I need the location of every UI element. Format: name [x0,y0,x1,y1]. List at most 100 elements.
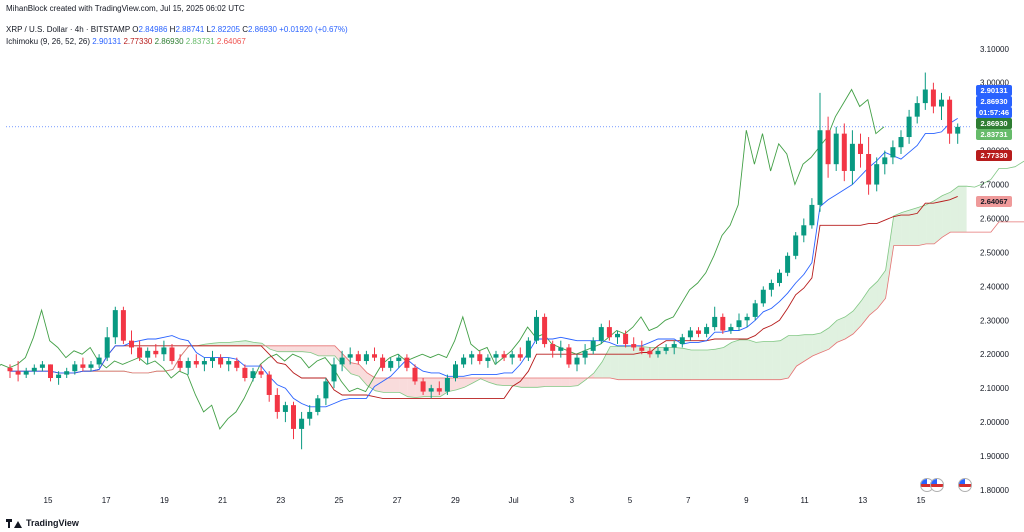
candle-body [396,357,402,362]
cloud-segment [423,378,433,397]
cloud-segment [221,342,230,346]
candle-body [728,327,734,331]
candle-body [453,364,458,378]
us-flag-icon[interactable] [930,478,944,492]
candle-body [307,411,313,419]
price-tick-label: 1.80000 [980,486,1009,495]
candle-body [590,340,596,351]
candle-body [606,327,612,338]
candle-body [833,133,839,165]
candle-body [210,357,215,362]
candle-body [23,371,29,375]
candle-body [234,361,240,368]
cloud-segment [594,361,603,378]
cloud-segment [553,378,562,387]
candle-body [469,354,475,358]
candle-body [39,364,45,368]
cloud-segment [715,347,724,380]
cloud-segment [780,335,789,380]
cloud-segment [391,378,400,393]
candle-body [542,316,548,345]
cloud-segment [934,195,943,244]
cloud-segment [918,204,927,246]
candle-body [137,347,143,358]
candle-body [493,354,499,358]
indicator-name: Ichimoku (9, 26, 52, 26) [6,37,91,46]
time-tick-label: 19 [160,496,169,505]
candle-body [31,367,37,372]
cloud-segment [237,340,246,346]
cloud-segment [828,320,838,350]
candle-body [436,388,442,392]
cloud-segment [351,362,360,377]
candle-body [955,126,961,134]
cloud-segment [691,350,700,380]
symbol-name: XRP / U.S. Dollar · 4h · BITSTAMP [6,25,131,34]
cloud-segment [399,378,408,397]
time-tick-label: 21 [218,496,227,505]
candle-body [598,327,604,341]
cloud-segment [375,378,384,393]
candle-body [291,405,296,429]
time-axis: 15 17 19 21 23 25 27 29 Jul 3 5 7 9 11 13 15 [44,496,926,505]
cloud-segment [877,270,886,309]
candle-body [534,316,539,341]
candle-body [193,361,199,365]
candle-body [282,405,288,412]
time-tick-label: 23 [276,496,285,505]
candle-body [793,235,799,256]
time-tick-label: 27 [393,496,402,505]
candle-body [88,364,94,368]
candle-body [930,89,936,107]
candle-body [679,337,685,345]
cloud-segment [561,378,570,387]
price-tick-label: 1.90000 [980,452,1009,461]
cloud-segment [642,346,651,380]
indicator-legend[interactable]: Ichimoku (9, 26, 52, 26) 2.90131 2.77330… [6,36,246,47]
cloud-segment [302,345,311,353]
cloud-segment [245,340,254,346]
price-tick-label: 2.70000 [980,181,1009,190]
price-tick-label: 2.10000 [980,384,1009,393]
cloud-segment [837,316,846,343]
candle-body [404,357,410,368]
candle-body [866,154,872,185]
candle-body [744,316,750,321]
price-label-lagging: 2.86930 [976,118,1012,129]
price-tick-label: 2.20000 [980,350,1009,359]
time-tick-label: 25 [335,496,344,505]
cloud-segment [488,378,497,385]
candles [7,72,961,450]
cloud-segment [926,200,935,244]
candle-body [388,361,394,368]
price-tick-label: 2.60000 [980,214,1009,223]
candle-body [299,418,305,429]
price-tick-label: 2.50000 [980,248,1009,257]
candle-body [461,357,467,365]
price-tick-label: 2.40000 [980,282,1009,291]
price-tick-label: 3.00000 [980,79,1009,88]
us-flag-icon[interactable] [958,478,972,492]
ichimoku-cloud [83,160,1024,398]
candle-body [501,354,507,358]
cloud-segment [270,345,279,352]
cloud-segment [707,349,716,380]
cloud-segment [342,354,352,374]
cloud-segment [407,378,416,398]
candle-body [64,371,70,375]
time-tick-label: Jul [508,496,518,505]
time-tick-label: 7 [686,496,691,505]
candle-body [841,133,847,171]
tradingview-branding[interactable]: TradingView [6,518,79,528]
candle-body [525,340,531,358]
candle-body [566,347,572,365]
time-tick-label: 13 [858,496,867,505]
indicator-value-conversion: 2.90131 [92,37,122,46]
cloud-segment [634,345,643,380]
candle-body [655,350,661,355]
candle-body [687,330,693,338]
time-tick-label: 17 [102,496,111,505]
cloud-segment [602,346,611,378]
candle-body [242,367,248,378]
